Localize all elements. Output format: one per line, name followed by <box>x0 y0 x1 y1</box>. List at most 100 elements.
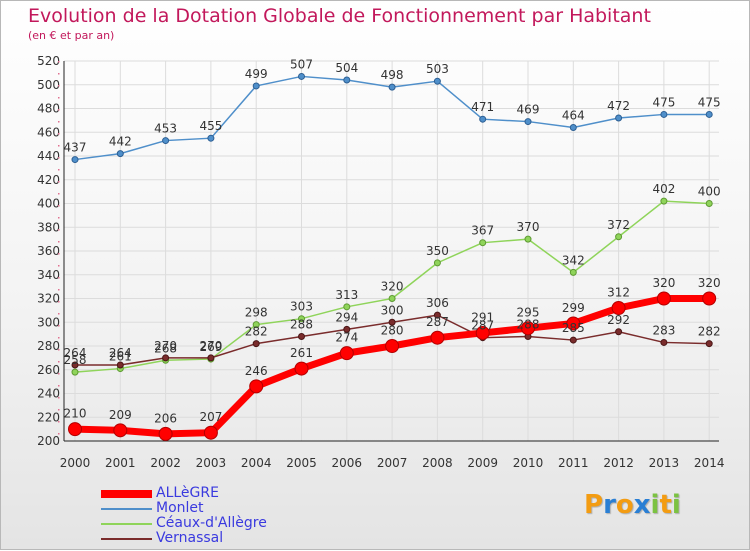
x-tick-label: 2011 <box>558 456 589 470</box>
data-point-monlet <box>479 115 487 123</box>
data-point-vernassal <box>71 361 79 369</box>
data-point-vernassal <box>343 325 351 333</box>
data-label-all-gre: 295 <box>517 306 540 320</box>
data-point-monlet <box>524 118 532 126</box>
axis-marker <box>58 181 60 183</box>
grid <box>64 60 719 442</box>
data-label-all-gre: 261 <box>290 346 313 360</box>
data-label-all-gre: 280 <box>381 324 404 338</box>
axis-marker <box>58 169 60 171</box>
y-tick-label: 440 <box>37 149 60 163</box>
data-label-all-gre: 209 <box>109 408 132 422</box>
y-tick-label: 400 <box>37 197 60 211</box>
data-point-all-gre <box>611 301 626 315</box>
legend-label: Céaux-d'Allègre <box>156 515 267 531</box>
data-label-vernassal: 282 <box>245 325 268 339</box>
y-tick-label: 280 <box>37 339 60 353</box>
y-tick-label: 480 <box>37 102 60 116</box>
axis-marker <box>58 337 60 339</box>
axis-marker <box>58 61 60 63</box>
axis-marker <box>58 157 60 159</box>
data-label-c-aux-d-all-gre: 258 <box>64 353 87 367</box>
data-point-vernassal <box>705 340 713 348</box>
legend-label: Vernassal <box>156 530 224 546</box>
x-tick-label: 2012 <box>603 456 634 470</box>
y-tick-label: 200 <box>37 434 60 448</box>
y-tick-label: 240 <box>37 387 60 401</box>
axis-marker <box>58 73 60 75</box>
data-point-c-aux-d-all-gre <box>343 303 351 311</box>
legend-swatch <box>101 537 152 540</box>
data-label-all-gre: 207 <box>199 410 222 424</box>
x-tick-label: 2006 <box>332 456 363 470</box>
x-tick-label: 2002 <box>150 456 181 470</box>
data-point-vernassal <box>116 361 124 369</box>
y-tick-label: 300 <box>37 315 60 329</box>
data-point-all-gre <box>249 379 264 394</box>
axis-marker <box>58 373 60 375</box>
data-point-c-aux-d-all-gre <box>524 235 532 243</box>
data-point-monlet <box>705 110 713 118</box>
axis-marker <box>58 385 60 387</box>
data-point-c-aux-d-all-gre <box>298 315 305 323</box>
axis-marker <box>58 145 60 147</box>
axis-marker <box>58 325 60 327</box>
data-point-vernassal <box>298 333 305 340</box>
axis-marker <box>58 289 60 291</box>
x-tick-label: 2010 <box>513 456 544 470</box>
axis-marker <box>58 193 60 195</box>
data-label-c-aux-d-all-gre: 342 <box>562 253 585 267</box>
data-label-all-gre: 274 <box>335 331 358 345</box>
data-label-c-aux-d-all-gre: 370 <box>517 220 540 234</box>
data-label-vernassal: 270 <box>199 339 222 353</box>
data-label-vernassal: 270 <box>154 339 177 353</box>
chart-title: Evolution de la Dotation Globale de Fonc… <box>28 5 651 27</box>
y-tick-label: 520 <box>37 54 60 68</box>
axis-marker <box>58 361 60 363</box>
legend-label: Monlet <box>156 500 204 516</box>
logo-letter: o <box>615 490 634 520</box>
data-label-monlet: 455 <box>199 119 222 133</box>
data-label-vernassal: 264 <box>109 346 132 360</box>
axis-marker <box>58 277 60 279</box>
legend-item: Céaux-d'Allègre <box>101 516 267 531</box>
axis-marker <box>58 253 60 255</box>
proxiti-logo: Proxiti <box>584 490 681 520</box>
data-label-monlet: 472 <box>607 99 630 113</box>
data-label-c-aux-d-all-gre: 372 <box>607 218 630 232</box>
data-label-vernassal: 288 <box>290 318 313 332</box>
x-tick-label: 2001 <box>105 456 136 470</box>
data-label-vernassal: 288 <box>517 318 540 332</box>
axis-marker <box>58 85 60 87</box>
data-point-monlet <box>343 76 351 84</box>
data-point-vernassal <box>162 354 170 362</box>
data-point-c-aux-d-all-gre <box>615 233 623 241</box>
data-point-monlet <box>615 114 623 122</box>
data-point-vernassal <box>569 336 577 344</box>
data-point-c-aux-d-all-gre <box>433 259 441 267</box>
axis-marker <box>58 265 60 267</box>
legend-item: Monlet <box>101 501 267 516</box>
data-label-vernassal: 292 <box>607 313 630 327</box>
axis-marker <box>58 109 60 111</box>
data-label-vernassal: 264 <box>64 346 87 360</box>
data-point-monlet <box>71 156 79 164</box>
logo-letter: i <box>671 490 681 520</box>
data-point-vernassal <box>433 311 441 319</box>
data-point-monlet <box>388 83 396 91</box>
y-tick-label: 460 <box>37 125 60 139</box>
axis-marker <box>58 433 60 435</box>
data-label-vernassal: 285 <box>562 321 585 335</box>
data-label-vernassal: 283 <box>652 323 675 337</box>
data-label-monlet: 442 <box>109 135 132 149</box>
legend-item: ALLèGRE <box>101 486 267 501</box>
data-point-c-aux-d-all-gre <box>252 321 260 329</box>
data-point-monlet <box>433 77 441 85</box>
y-tick-label: 320 <box>37 292 60 306</box>
data-point-c-aux-d-all-gre <box>479 239 487 247</box>
data-point-c-aux-d-all-gre <box>71 368 79 376</box>
x-tick-label: 2008 <box>422 456 453 470</box>
axis-marker <box>58 349 60 351</box>
axis-marker <box>58 421 60 423</box>
data-labels: 437 442 453 455 499 507 504 498 503 471 469 464 472 4… <box>64 57 721 425</box>
